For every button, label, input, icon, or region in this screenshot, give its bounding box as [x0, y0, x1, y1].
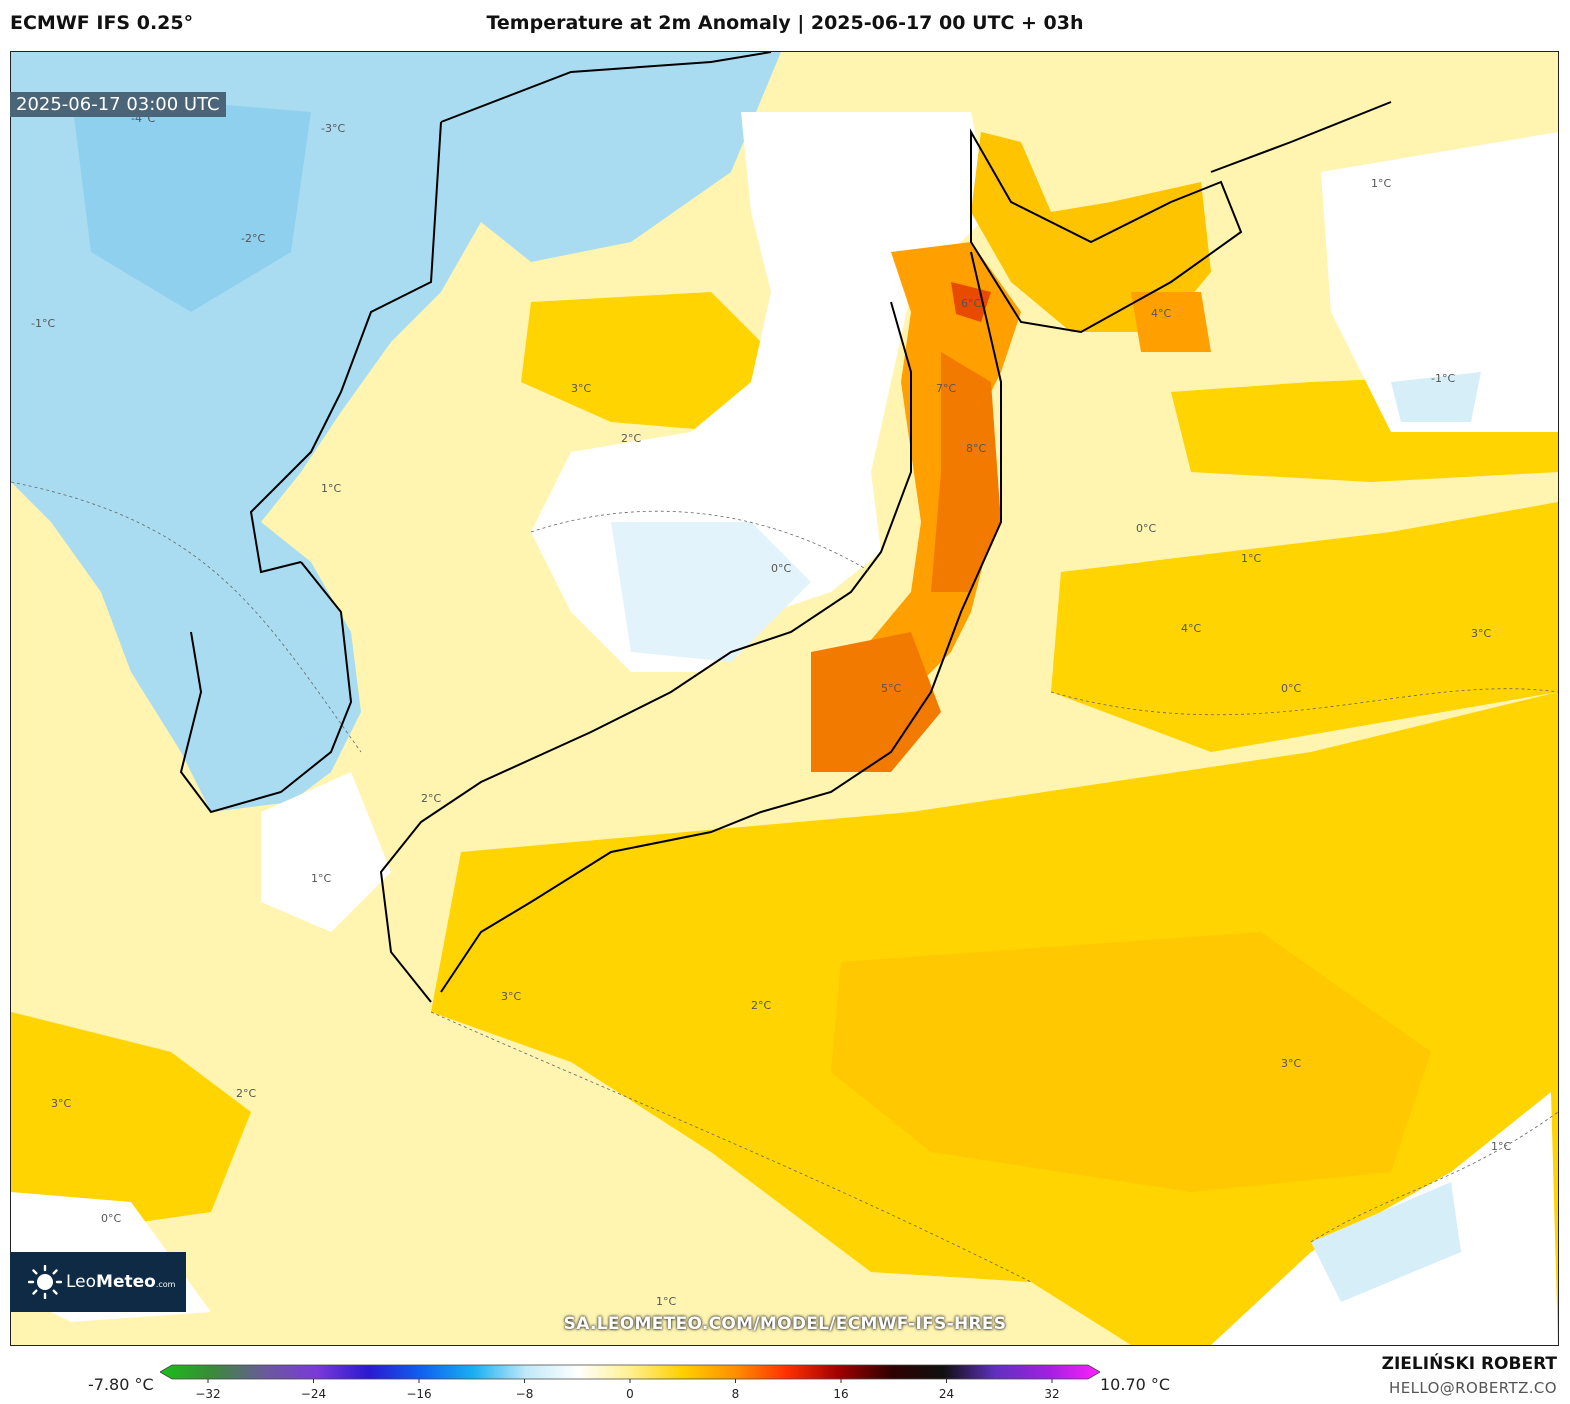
- contour-label: 3°C: [501, 990, 521, 1003]
- contour-label: -1°C: [1431, 372, 1455, 385]
- contour-label: 1°C: [311, 872, 331, 885]
- scale-max-value: 10.70 °C: [1100, 1375, 1171, 1394]
- contour-label: 0°C: [101, 1212, 121, 1225]
- contour-label: 2°C: [236, 1087, 256, 1100]
- contour-label: -3°C: [321, 122, 345, 135]
- cold-area: [1391, 372, 1481, 422]
- contour-label: 6°C: [961, 297, 981, 310]
- anomaly-map[interactable]: -4°C -3°C -2°C -1°C 0°C 1°C 2°C 3°C 4°C …: [10, 51, 1559, 1346]
- contour-label: 4°C: [1151, 307, 1171, 320]
- hot-area: [811, 632, 941, 772]
- contour-label: 2°C: [421, 792, 441, 805]
- colorbar-ticks: −32 −24 −16 −8 0 8 16 24 32: [195, 1379, 1060, 1401]
- colorbar: −32 −24 −16 −8 0 8 16 24 32: [160, 1364, 1100, 1401]
- valid-time-badge: 2025-06-17 03:00 UTC: [10, 92, 226, 117]
- contour-label: 5°C: [881, 682, 901, 695]
- contour-label: 2°C: [751, 999, 771, 1012]
- hot-area: [971, 132, 1211, 332]
- contour-label: -1°C: [31, 317, 55, 330]
- contour-label: 8°C: [966, 442, 986, 455]
- colorbar-bar: [160, 1364, 1100, 1380]
- colorbar-tick-label: 0: [626, 1387, 634, 1401]
- model-title: ECMWF IFS 0.25°: [10, 12, 194, 34]
- cold-area: [1321, 132, 1558, 432]
- contour-label: 3°C: [571, 382, 591, 395]
- logo-text: LeoMeteo.com: [66, 1272, 176, 1292]
- contour-label: 7°C: [936, 382, 956, 395]
- contour-label: 2°C: [621, 432, 641, 445]
- cold-area: [71, 92, 311, 312]
- contour-label: 1°C: [1371, 177, 1391, 190]
- colorbar-tick-label: −8: [516, 1387, 534, 1401]
- warm-area: [831, 932, 1431, 1192]
- coastlines: [179, 52, 1392, 1003]
- contour-label: 1°C: [1491, 1140, 1511, 1153]
- leometeo-logo[interactable]: LeoMeteo.com: [10, 1252, 186, 1312]
- contour-label: 0°C: [1281, 682, 1301, 695]
- colorbar-tick-label: −24: [301, 1387, 326, 1401]
- map-title: Temperature at 2m Anomaly | 2025-06-17 0…: [486, 12, 1084, 34]
- contour-label: 1°C: [1241, 552, 1261, 565]
- colorbar-tick-label: −16: [406, 1387, 431, 1401]
- contour-label: -2°C: [241, 232, 265, 245]
- neutral-area: [611, 522, 811, 662]
- neutral-area: [261, 772, 391, 932]
- colorbar-tick-label: −32: [195, 1387, 220, 1401]
- warm-area: [521, 292, 771, 432]
- contour-label: 0°C: [1136, 522, 1156, 535]
- website-watermark[interactable]: SA.LEOMETEO.COM/MODEL/ECMWF-IFS-HRES: [563, 1314, 1007, 1334]
- contour-lines: [11, 481, 1558, 1283]
- colorbar-tick-label: 8: [732, 1387, 740, 1401]
- warm-area: [11, 1012, 251, 1232]
- contour-label: 3°C: [1281, 1057, 1301, 1070]
- contour-label: 1°C: [656, 1295, 676, 1308]
- hot-area: [1131, 292, 1211, 352]
- colorbar-tick-label: 16: [833, 1387, 848, 1401]
- warm-area: [1051, 502, 1558, 752]
- contour-labels: -4°C -3°C -2°C -1°C 0°C 1°C 2°C 3°C 4°C …: [31, 112, 1511, 1308]
- author-email[interactable]: HELLO@ROBERTZ.CO: [1389, 1379, 1557, 1397]
- sun-icon: [28, 1265, 62, 1299]
- colorbar-tick-label: 32: [1044, 1387, 1059, 1401]
- author-name: ZIELIŃSKI ROBERT: [1381, 1354, 1557, 1374]
- contour-label: 3°C: [1471, 627, 1491, 640]
- neutral-area: [1311, 1182, 1461, 1302]
- contour-label: 1°C: [321, 482, 341, 495]
- contour-label: 3°C: [51, 1097, 71, 1110]
- contour-label: 4°C: [1181, 622, 1201, 635]
- hot-area: [931, 352, 1001, 592]
- contour-label: 0°C: [771, 562, 791, 575]
- colorbar-tick-label: 24: [939, 1387, 954, 1401]
- map-canvas: -4°C -3°C -2°C -1°C 0°C 1°C 2°C 3°C 4°C …: [11, 52, 1558, 1345]
- scale-min-value: -7.80 °C: [88, 1375, 154, 1394]
